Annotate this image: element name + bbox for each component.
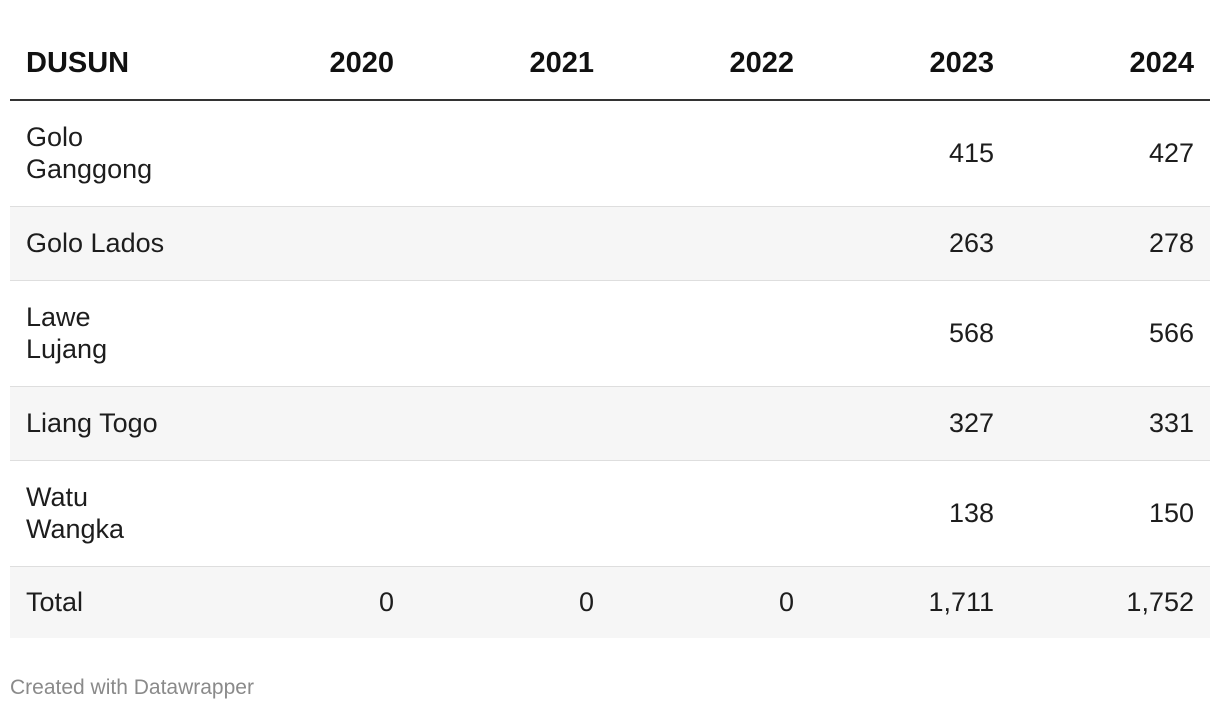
header-row: DUSUN 2020 2021 2022 2023 2024: [10, 28, 1210, 101]
cell-2023: 138: [810, 460, 1010, 567]
dusun-name: Golo Ganggong: [26, 122, 153, 185]
table-row: Liang Togo 327 331: [10, 386, 1210, 461]
total-row: Total 0 0 0 1,711 1,752: [10, 566, 1210, 638]
cell-2021: [410, 386, 610, 461]
cell-2021: [410, 460, 610, 567]
table-row: Watu Wangka 138 150: [10, 460, 1210, 567]
dusun-name: Liang Togo: [26, 408, 158, 438]
cell-2024: 150: [1010, 460, 1210, 567]
cell-2020: [210, 100, 410, 207]
cell-2024: 331: [1010, 386, 1210, 461]
cell-2022: [610, 100, 810, 207]
cell-2022: [610, 206, 810, 281]
total-2022: 0: [610, 566, 810, 638]
column-header-2020[interactable]: 2020: [210, 28, 410, 101]
dusun-name: Golo Lados: [26, 228, 165, 258]
cell-2024: 278: [1010, 206, 1210, 281]
total-2024: 1,752: [1010, 566, 1210, 638]
column-header-dusun[interactable]: DUSUN: [10, 28, 210, 101]
table-row: Golo Lados 263 278: [10, 206, 1210, 281]
cell-2024: 427: [1010, 100, 1210, 207]
cell-dusun: Watu Wangka: [10, 460, 210, 567]
cell-2020: [210, 280, 410, 387]
cell-2024: 566: [1010, 280, 1210, 387]
data-table: DUSUN 2020 2021 2022 2023 2024 Golo Gang…: [10, 28, 1210, 638]
cell-2023: 415: [810, 100, 1010, 207]
cell-2021: [410, 100, 610, 207]
total-2020: 0: [210, 566, 410, 638]
cell-2020: [210, 386, 410, 461]
column-header-2024[interactable]: 2024: [1010, 28, 1210, 101]
cell-dusun: Golo Lados: [10, 206, 210, 281]
column-header-2022[interactable]: 2022: [610, 28, 810, 101]
cell-2021: [410, 206, 610, 281]
cell-2023: 263: [810, 206, 1010, 281]
cell-2023: 327: [810, 386, 1010, 461]
dusun-name: Lawe Lujang: [26, 302, 108, 364]
cell-2020: [210, 206, 410, 281]
cell-2022: [610, 386, 810, 461]
datawrapper-credit: Created with Datawrapper: [10, 676, 254, 699]
cell-2021: [410, 280, 610, 387]
table-row: Golo Ganggong 415 427: [10, 100, 1210, 207]
cell-2022: [610, 460, 810, 567]
total-label: Total: [10, 566, 210, 638]
cell-dusun: Golo Ganggong: [10, 100, 210, 207]
table-row: Lawe Lujang 568 566: [10, 280, 1210, 387]
cell-dusun: Lawe Lujang: [10, 280, 210, 387]
cell-2020: [210, 460, 410, 567]
population-table: DUSUN 2020 2021 2022 2023 2024 Golo Gang…: [10, 28, 1210, 638]
total-2023: 1,711: [810, 566, 1010, 638]
cell-2022: [610, 280, 810, 387]
cell-2023: 568: [810, 280, 1010, 387]
dusun-name: Watu Wangka: [26, 482, 125, 544]
column-header-2021[interactable]: 2021: [410, 28, 610, 101]
cell-dusun: Liang Togo: [10, 386, 210, 461]
total-2021: 0: [410, 566, 610, 638]
column-header-2023[interactable]: 2023: [810, 28, 1010, 101]
